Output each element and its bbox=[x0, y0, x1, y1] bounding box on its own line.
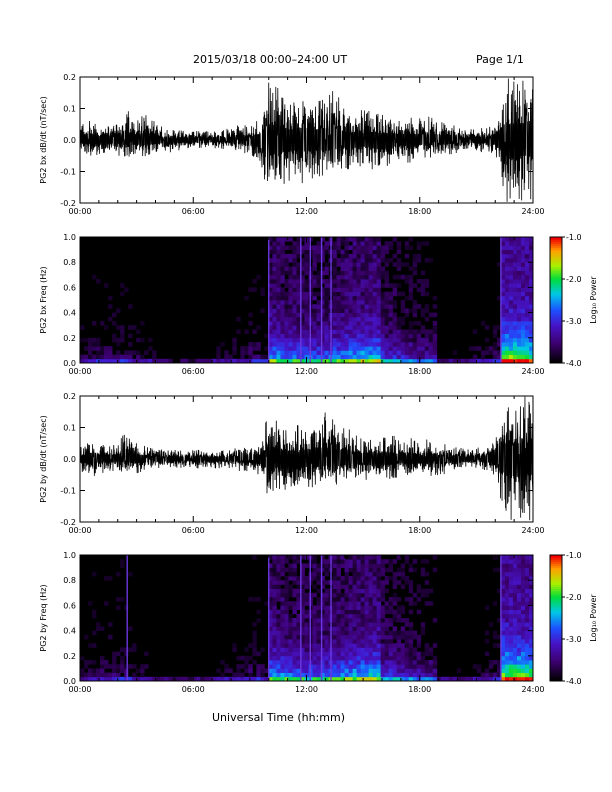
panel-2-x-tick-label: 06:00 bbox=[182, 367, 205, 376]
panel-4-x-tick-label: 12:00 bbox=[295, 685, 318, 694]
panel-2-colorbar-tick-label: -3.0 bbox=[566, 317, 582, 326]
panel-3-y-tick-label: 0.1 bbox=[63, 424, 76, 433]
panel-2-x-tick-label: 12:00 bbox=[295, 367, 318, 376]
panel-4-heatmap-cells bbox=[80, 555, 533, 681]
panel-2-x-tick-label: 24:00 bbox=[521, 367, 544, 376]
panel-2-y-tick-label: 0.4 bbox=[63, 309, 76, 318]
panel-4-colorbar-label: Log₁₀ Power bbox=[589, 594, 598, 642]
panel-1-y-tick-label: -0.1 bbox=[60, 168, 76, 177]
panel-2-x-tick-label: 00:00 bbox=[68, 367, 91, 376]
panel-4-y-tick-label: 0.2 bbox=[63, 652, 76, 661]
panel-2-y-tick-label: 0.0 bbox=[63, 359, 76, 368]
panel-2-y-tick-label: 0.8 bbox=[63, 258, 76, 267]
panel-1-y-axis-label: PG2 bx dB/dt (nT/sec) bbox=[39, 96, 48, 183]
panel-4-y-tick-label: 0.0 bbox=[63, 677, 76, 686]
panel-2-colorbar bbox=[550, 237, 562, 364]
panel-2-colorbar-label: Log₁₀ Power bbox=[589, 276, 598, 324]
panel-1-trace bbox=[80, 78, 533, 202]
panel-4-y-tick-label: 0.4 bbox=[63, 627, 76, 636]
panel-4-colorbar-tick-label: -3.0 bbox=[566, 635, 582, 644]
panel-3-trace-line bbox=[80, 396, 533, 521]
panel-4-y-tick-label: 0.8 bbox=[63, 576, 76, 585]
panel-2-y-tick-label: 0.6 bbox=[63, 283, 76, 292]
panel-1-y-tick-label: 0.2 bbox=[63, 73, 76, 82]
panel-2-y-tick-label: 1.0 bbox=[63, 233, 76, 242]
panel-3-x-tick-label: 12:00 bbox=[295, 526, 318, 535]
panel-2-x-tick-label: 18:00 bbox=[408, 367, 431, 376]
panel-3-y-tick-label: -0.2 bbox=[60, 518, 76, 527]
panel-3-y-tick-label: -0.1 bbox=[60, 487, 76, 496]
panel-1-y-tick-label: 0.0 bbox=[63, 136, 76, 145]
panel-1-trace-line bbox=[80, 78, 533, 202]
panel-3-x-tick-label: 00:00 bbox=[68, 526, 91, 535]
panel-2-y-tick-label: 0.2 bbox=[63, 334, 76, 343]
panel-1-y-tick-label: 0.1 bbox=[63, 105, 76, 114]
panel-3-y-axis-label: PG2 by dB/dt (nT/sec) bbox=[39, 415, 48, 502]
panel-4-x-tick-label: 06:00 bbox=[182, 685, 205, 694]
panel-4-x-tick-label: 24:00 bbox=[521, 685, 544, 694]
panel-4-y-tick-label: 1.0 bbox=[63, 551, 76, 560]
panel-4-colorbar-tick-label: -2.0 bbox=[566, 593, 582, 602]
panel-1-x-tick-label: 24:00 bbox=[521, 207, 544, 216]
panel-3-y-tick-label: 0.2 bbox=[63, 392, 76, 401]
panel-2-colorbar-frame bbox=[549, 236, 563, 364]
panel-2-colorbar-tick-label: -4.0 bbox=[566, 359, 582, 368]
panel-4-x-tick-label: 18:00 bbox=[408, 685, 431, 694]
panel-3-x-tick-label: 06:00 bbox=[182, 526, 205, 535]
panel-4-colorbar bbox=[550, 555, 562, 682]
panel-4-y-tick-label: 0.6 bbox=[63, 601, 76, 610]
x-axis-label: Universal Time (hh:mm) bbox=[212, 711, 345, 724]
panel-3-y-tick-label: 0.0 bbox=[63, 455, 76, 464]
panel-1-x-tick-label: 18:00 bbox=[408, 207, 431, 216]
panel-3-x-tick-label: 18:00 bbox=[408, 526, 431, 535]
panel-4-colorbar-tick-label: -4.0 bbox=[566, 677, 582, 686]
panel-3-trace bbox=[80, 396, 533, 521]
panel-2-y-axis-label: PG2 bx Freq (Hz) bbox=[39, 266, 48, 333]
panel-4-y-axis-label: PG2 by Freq (Hz) bbox=[39, 584, 48, 651]
panel-4-x-tick-label: 00:00 bbox=[68, 685, 91, 694]
panel-1-x-tick-label: 00:00 bbox=[68, 207, 91, 216]
panel-2-colorbar-tick-label: -2.0 bbox=[566, 275, 582, 284]
panel-1-x-tick-label: 06:00 bbox=[182, 207, 205, 216]
panel-2-heatmap-cells bbox=[80, 237, 533, 363]
panel-3-x-tick-label: 24:00 bbox=[521, 526, 544, 535]
page-title: 2015/03/18 00:00–24:00 UT bbox=[193, 53, 348, 66]
panel-1-x-tick-label: 12:00 bbox=[295, 207, 318, 216]
panel-2-colorbar-tick-label: -1.0 bbox=[566, 233, 582, 242]
panel-4-colorbar-frame bbox=[549, 554, 563, 682]
page-number: Page 1/1 bbox=[476, 53, 524, 66]
panel-4-colorbar-tick-label: -1.0 bbox=[566, 551, 582, 560]
panel-1-y-tick-label: -0.2 bbox=[60, 199, 76, 208]
